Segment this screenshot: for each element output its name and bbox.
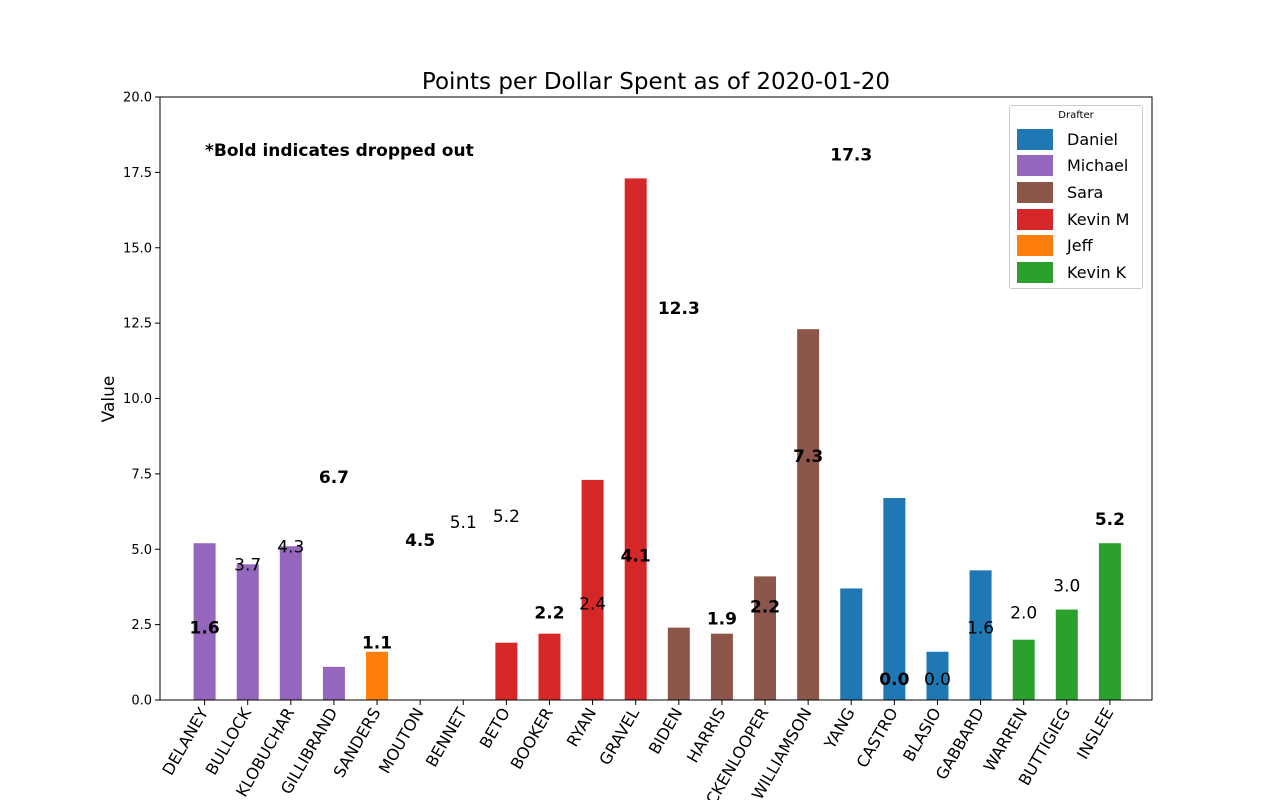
legend-item: Kevin K xyxy=(1017,262,1126,284)
data-label: 1.6 xyxy=(967,619,994,639)
x-tick-label-ryan: RYAN xyxy=(563,705,600,750)
legend-label: Sara xyxy=(1067,182,1104,202)
data-label: 6.7 xyxy=(319,468,349,488)
data-label: 2.2 xyxy=(534,604,564,624)
legend-swatch xyxy=(1017,155,1053,177)
x-tick-label-bennet: BENNET xyxy=(422,704,471,770)
bar-booker xyxy=(538,633,561,700)
dropped-out-annotation: *Bold indicates dropped out xyxy=(205,141,474,161)
data-label: 4.1 xyxy=(621,546,651,566)
y-tick-label: 10.0 xyxy=(123,392,152,407)
bar-sanders xyxy=(366,651,389,700)
y-tick-label: 12.5 xyxy=(123,317,152,332)
legend-label: Jeff xyxy=(1067,236,1093,256)
bar-biden xyxy=(667,627,690,700)
bar-williamson xyxy=(797,329,820,700)
bar-gravel xyxy=(624,178,647,700)
y-tick-label: 5.0 xyxy=(131,543,152,558)
legend-title: Drafter xyxy=(1058,110,1094,121)
bar-inslee xyxy=(1098,543,1121,700)
x-axis: DELANEYBULLOCKKLOBUCHARGILLIBRANDSANDERS… xyxy=(158,700,1117,800)
y-axis-label: Value xyxy=(99,376,119,423)
bar-harris xyxy=(710,633,733,700)
legend-swatch xyxy=(1017,262,1053,283)
y-tick-label: 0.0 xyxy=(131,694,152,709)
data-label: 1.1 xyxy=(362,634,392,654)
bars-group xyxy=(193,178,1121,700)
legend-label: Kevin K xyxy=(1067,263,1127,282)
x-tick-label-inslee: INSLEE xyxy=(1073,705,1117,763)
x-tick-label-biden: BIDEN xyxy=(645,705,687,758)
data-label: 1.9 xyxy=(707,610,737,630)
legend-label: Michael xyxy=(1067,156,1129,176)
legend-swatch xyxy=(1017,128,1053,150)
x-tick-label-blasio: BLASIO xyxy=(899,705,945,765)
bar-ryan xyxy=(581,479,604,700)
bar-gillibrand xyxy=(322,666,345,700)
bar-gabbard xyxy=(969,570,992,700)
bar-delaney xyxy=(193,543,216,700)
data-label: 5.1 xyxy=(450,513,477,533)
y-tick-label: 15.0 xyxy=(123,241,152,256)
x-tick-label-harris: HARRIS xyxy=(683,705,730,767)
bar-hickenlooper xyxy=(754,576,777,700)
bar-castro xyxy=(883,497,906,700)
legend-swatch xyxy=(1017,208,1053,230)
legend-label: Kevin M xyxy=(1067,209,1130,229)
data-label: 4.5 xyxy=(405,531,435,551)
data-label: 3.0 xyxy=(1053,576,1080,596)
bar-bullock xyxy=(236,564,259,700)
bar-buttigieg xyxy=(1055,609,1078,700)
x-tick-label-booker: BOOKER xyxy=(507,705,557,773)
data-label: 12.3 xyxy=(658,299,700,319)
legend-label: Daniel xyxy=(1067,129,1118,149)
data-label: 0.0 xyxy=(924,670,951,690)
legend-item: Kevin M xyxy=(1017,208,1129,230)
y-tick-label: 2.5 xyxy=(131,618,152,633)
data-label: 0.0 xyxy=(879,670,909,690)
data-label: 2.4 xyxy=(579,595,606,615)
y-tick-label: 17.5 xyxy=(123,166,152,181)
data-label: 3.7 xyxy=(234,555,261,575)
y-axis: 0.0 2.5 5.0 7.5 10.0 12.5 15.0 17.5 20.0 xyxy=(123,91,160,709)
legend-swatch xyxy=(1017,181,1053,203)
bar-beto xyxy=(495,642,518,700)
x-tick-label-castro: CASTRO xyxy=(852,705,901,771)
data-label: 2.2 xyxy=(750,598,780,618)
x-tick-label-yang: YANG xyxy=(820,705,859,753)
bar-blasio xyxy=(926,651,949,700)
legend-item: Sara xyxy=(1017,181,1103,203)
data-label: 5.2 xyxy=(493,507,520,527)
y-tick-label: 7.5 xyxy=(131,467,152,482)
data-label: 5.2 xyxy=(1095,510,1125,530)
y-tick-label: 20.0 xyxy=(123,91,152,106)
data-labels-group: 1.6 3.7 4.3 6.7 1.1 4.5 5.1 5.2 2.2 2.4 4.1 12.3 1.9… xyxy=(190,145,1125,690)
data-label: 1.6 xyxy=(190,619,220,639)
bar-yang xyxy=(840,588,863,700)
data-label: 7.3 xyxy=(793,447,823,467)
legend-item: Michael xyxy=(1017,155,1128,177)
data-label: 17.3 xyxy=(830,145,872,165)
legend-item: Daniel xyxy=(1017,128,1118,150)
chart-title: Points per Dollar Spent as of 2020-01-20 xyxy=(422,69,890,95)
x-tick-label-beto: BETO xyxy=(476,705,514,752)
plot-frame xyxy=(159,96,1153,701)
legend-swatch xyxy=(1017,235,1053,257)
legend: Drafter Daniel Michael Sara Kevin M Jeff Kevi… xyxy=(1009,105,1143,289)
data-label: 4.3 xyxy=(277,537,304,557)
data-label: 2.0 xyxy=(1010,604,1037,624)
x-tick-label-gravel: GRAVEL xyxy=(595,704,643,768)
bar-warren xyxy=(1012,639,1035,700)
bar-klobuchar xyxy=(279,546,302,700)
legend-item: Jeff xyxy=(1017,235,1093,257)
